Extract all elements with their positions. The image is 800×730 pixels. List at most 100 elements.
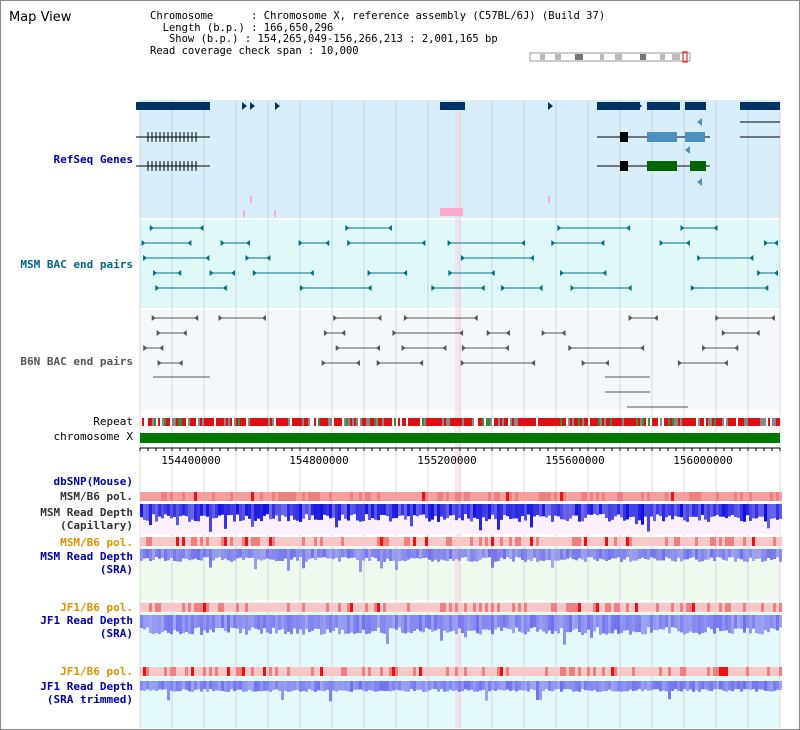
read-depth-mark: [215, 681, 218, 691]
polymorphism-mark: [218, 537, 221, 546]
polymorphism-mark: [251, 537, 254, 546]
read-depth-mark: [731, 504, 734, 515]
polymorphism-mark: [206, 667, 209, 676]
polymorphism-mark: [713, 492, 716, 501]
read-depth-mark: [404, 549, 407, 562]
track-label-b6n-bac[interactable]: B6N BAC end pairs: [20, 355, 133, 368]
repeat-mark: [656, 418, 658, 426]
polymorphism-mark: [635, 603, 638, 612]
msm-bac-pair-end: [447, 240, 452, 246]
msm-bac-pair-end: [143, 255, 148, 261]
read-depth-mark: [566, 681, 569, 690]
polymorphism-mark: [755, 667, 758, 676]
repeat-mark: [278, 418, 280, 426]
polymorphism-mark: [521, 667, 524, 676]
read-depth-mark: [248, 504, 251, 519]
polymorphism-mark: [566, 667, 569, 676]
repeat-mark: [584, 418, 586, 426]
read-depth-mark: [521, 549, 524, 561]
axis-tick-label: 154400000: [161, 454, 221, 467]
read-depth-mark: [776, 549, 779, 558]
read-depth-mark: [584, 504, 587, 518]
polymorphism-mark: [638, 667, 641, 676]
polymorphism-mark: [530, 603, 533, 612]
polymorphism-mark: [401, 537, 404, 546]
read-depth-mark: [287, 549, 290, 571]
read-depth-mark: [464, 504, 467, 515]
repeat-mark: [210, 418, 212, 426]
read-depth-mark: [578, 681, 581, 692]
b6n-bac-pair-end: [403, 315, 408, 321]
msm-bac-pair-end: [199, 225, 204, 231]
ideogram-band: [672, 54, 680, 60]
b6n-bac-pair-end: [702, 345, 707, 351]
polymorphism-mark: [629, 603, 632, 612]
polymorphism-mark: [647, 603, 650, 612]
polymorphism-mark: [281, 492, 284, 501]
read-depth-mark: [518, 504, 521, 522]
polymorphism-mark: [386, 667, 389, 676]
msm-bac-pair-end: [347, 240, 352, 246]
read-depth-mark: [584, 681, 587, 691]
read-depth-mark: [182, 549, 185, 559]
read-depth-mark: [707, 504, 710, 522]
msm-bac-pair-end: [155, 285, 160, 291]
repeat-mark: [628, 418, 630, 426]
track-label-msm-bac[interactable]: MSM BAC end pairs: [20, 258, 133, 271]
repeat-mark: [292, 418, 294, 426]
read-depth-mark: [227, 504, 230, 516]
polymorphism-mark: [542, 667, 545, 676]
polymorphism-mark: [416, 492, 419, 501]
polymorphism-mark: [359, 537, 362, 546]
polymorphism-mark: [611, 667, 614, 676]
polymorphism-mark: [341, 603, 344, 612]
polymorphism-mark: [470, 492, 473, 501]
polymorphism-mark: [224, 537, 227, 546]
polymorphism-mark: [665, 667, 668, 676]
read-depth-mark: [572, 681, 575, 692]
polymorphism-mark: [752, 537, 755, 546]
read-depth-mark: [365, 681, 368, 692]
polymorphism-mark: [308, 537, 311, 546]
track-label-dbsnp[interactable]: dbSNP(Mouse): [53, 475, 133, 488]
read-depth-mark: [347, 504, 350, 521]
polymorphism-mark: [644, 667, 647, 676]
repeat-mark: [204, 418, 206, 426]
polymorphism-mark: [173, 492, 176, 501]
polymorphism-mark: [239, 603, 242, 612]
polymorphism-mark: [155, 667, 158, 676]
polymorphism-mark: [359, 492, 362, 501]
polymorphism-mark: [230, 603, 233, 612]
repeat-mark: [666, 418, 668, 426]
polymorphism-mark: [311, 537, 314, 546]
read-depth-mark: [509, 681, 512, 691]
msm-bac-pair-end: [149, 225, 154, 231]
read-depth-mark: [338, 615, 341, 635]
read-depth-mark: [779, 504, 782, 519]
read-depth-mark: [740, 615, 743, 629]
b6n-bac-pair-end: [321, 360, 326, 366]
polymorphism-mark: [368, 492, 371, 501]
polymorphism-mark: [650, 492, 653, 501]
polymorphism-mark: [467, 667, 470, 676]
polymorphism-mark: [587, 492, 590, 501]
read-depth-mark: [680, 615, 683, 633]
polymorphism-mark: [653, 537, 656, 546]
b6n-bac-pair-end: [341, 330, 346, 336]
read-depth-mark: [179, 615, 182, 635]
read-depth-mark: [530, 615, 533, 629]
polymorphism-mark: [380, 603, 383, 612]
read-depth-mark: [680, 549, 683, 562]
read-depth-mark: [770, 681, 773, 692]
polymorphism-mark: [503, 667, 506, 676]
read-depth-mark: [659, 615, 662, 630]
repeat-mark: [548, 418, 550, 426]
polymorphism-mark: [707, 667, 710, 676]
read-depth-mark: [197, 615, 200, 628]
polymorphism-mark: [551, 667, 554, 676]
polymorphism-mark: [587, 537, 590, 546]
polymorphism-mark: [494, 667, 497, 676]
repeat-mark: [456, 418, 458, 426]
track-label-refseq[interactable]: RefSeq Genes: [53, 153, 133, 166]
